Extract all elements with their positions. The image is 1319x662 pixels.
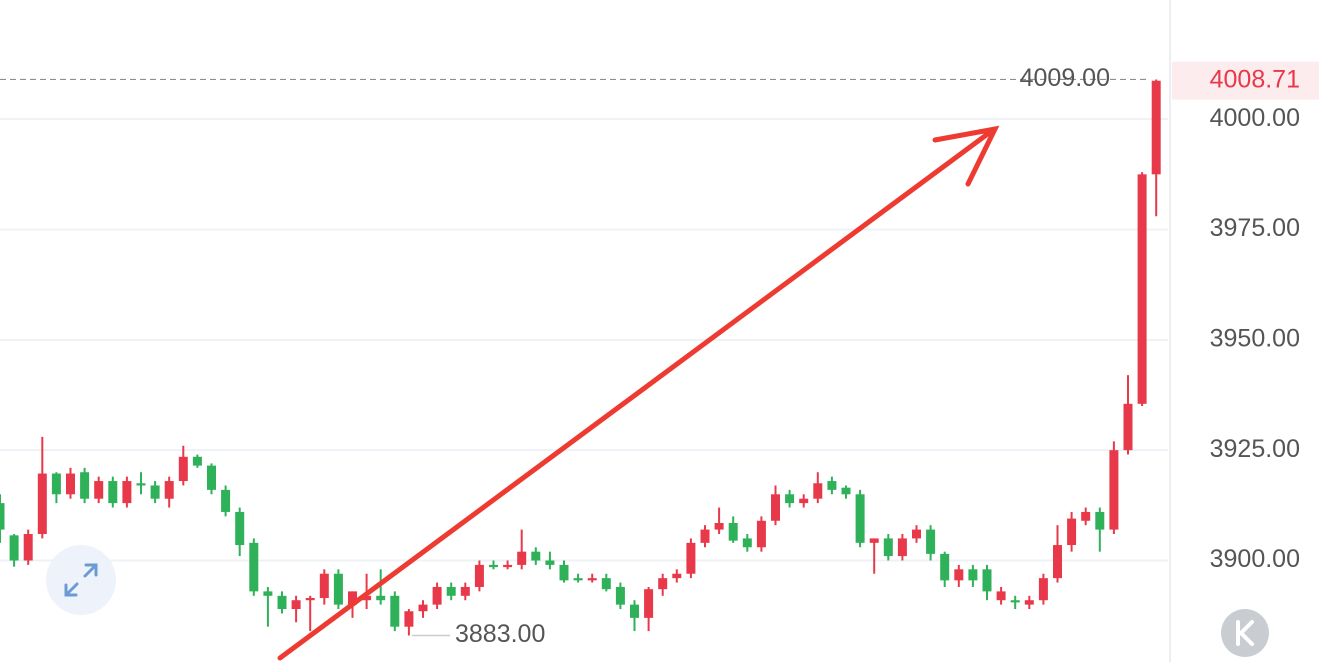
expand-button[interactable] (46, 545, 116, 615)
candle-body (658, 578, 668, 590)
candle-body (376, 595, 386, 601)
candle-body (559, 564, 569, 581)
candle-body (51, 473, 61, 495)
candle-body (644, 589, 654, 618)
y-tick-label: 4000.00 (1210, 104, 1300, 132)
candle-body (517, 551, 527, 565)
candle-body (1053, 545, 1062, 579)
candle-body (1081, 511, 1091, 521)
candle-body (940, 553, 950, 581)
candle-body (1109, 450, 1119, 530)
candle-body (785, 494, 795, 504)
candle-body (9, 535, 19, 561)
candle-body (714, 522, 724, 530)
candle-body (305, 598, 315, 601)
candle-body (37, 473, 47, 535)
candle-body (108, 481, 118, 504)
candle-body (207, 465, 216, 490)
candle-body (460, 586, 470, 596)
candle-body (348, 591, 357, 605)
candle-body (23, 534, 33, 561)
candle-body (1137, 174, 1147, 404)
candle-body (573, 578, 583, 581)
candle-body (531, 551, 541, 561)
candle-body (799, 498, 809, 504)
candle-body (94, 481, 104, 499)
candle-body (587, 578, 597, 581)
candle-body (686, 542, 696, 574)
candle-body (150, 485, 160, 499)
candle-body (827, 481, 837, 490)
candle-body (489, 564, 498, 568)
candle-body (897, 538, 907, 557)
candle-body (0, 503, 5, 530)
candle-body (756, 520, 766, 548)
candle-body (164, 481, 174, 499)
candle-body (700, 529, 710, 543)
candle-body (968, 569, 978, 581)
candle-body (333, 573, 343, 605)
candle-body (601, 578, 611, 590)
candle-body (80, 472, 90, 499)
candle-body (362, 595, 372, 601)
candle-body (446, 586, 456, 596)
trend-arrow (277, 125, 1000, 661)
candle-body (474, 564, 484, 587)
candle-body (277, 595, 287, 610)
candle-body (954, 569, 964, 581)
y-tick-label: 3975.00 (1210, 214, 1300, 242)
last-price-label: 4008.71 (1210, 65, 1300, 93)
last-price-tag (1172, 61, 1319, 100)
candle-body (235, 511, 245, 546)
candle-body (221, 489, 231, 512)
candle-body (771, 494, 780, 521)
candle-body (1010, 600, 1020, 603)
y-tick-label: 3900.00 (1210, 545, 1300, 573)
candle-body (883, 538, 893, 557)
y-tick-label: 3925.00 (1210, 435, 1300, 463)
high-marker-label: 4009.00 (1020, 64, 1110, 92)
candle-body (615, 586, 625, 605)
candle-body (1024, 600, 1034, 605)
candle-body (855, 494, 865, 543)
candle-body (742, 538, 752, 548)
candle-body (192, 456, 202, 466)
candle-body (672, 573, 682, 579)
candle-body (418, 604, 428, 612)
candle-body (1038, 578, 1048, 601)
candle-body (122, 481, 132, 504)
candle-body (432, 586, 442, 605)
low-marker-label: 3883.00 (455, 620, 545, 648)
candle-body (503, 564, 513, 568)
candle-body (291, 600, 301, 610)
candle-body (926, 529, 936, 554)
candle-body (1095, 511, 1105, 530)
candle-body (1067, 518, 1077, 546)
candle-body (841, 487, 851, 495)
candle-body (390, 595, 400, 627)
plot: 4009.00 3883.00 (0, 64, 1168, 648)
y-tick-label: 3950.00 (1210, 324, 1300, 352)
candle-body (263, 591, 273, 596)
candle-body (996, 591, 1006, 601)
candle-body (404, 611, 414, 627)
candle-body (912, 529, 921, 539)
candle-body (319, 573, 329, 599)
candle-body (869, 538, 879, 543)
candle-body (1151, 80, 1161, 175)
kline-button[interactable] (1221, 609, 1269, 657)
candle-body (66, 473, 75, 495)
candle-body (630, 604, 639, 618)
candle-body (249, 542, 259, 592)
candle-body (728, 522, 738, 541)
candle-body (982, 569, 992, 592)
candle-body (178, 456, 188, 482)
candle-body (813, 483, 823, 499)
candle-body (136, 483, 146, 486)
candle-body (545, 560, 555, 565)
candle-body (1123, 403, 1133, 451)
